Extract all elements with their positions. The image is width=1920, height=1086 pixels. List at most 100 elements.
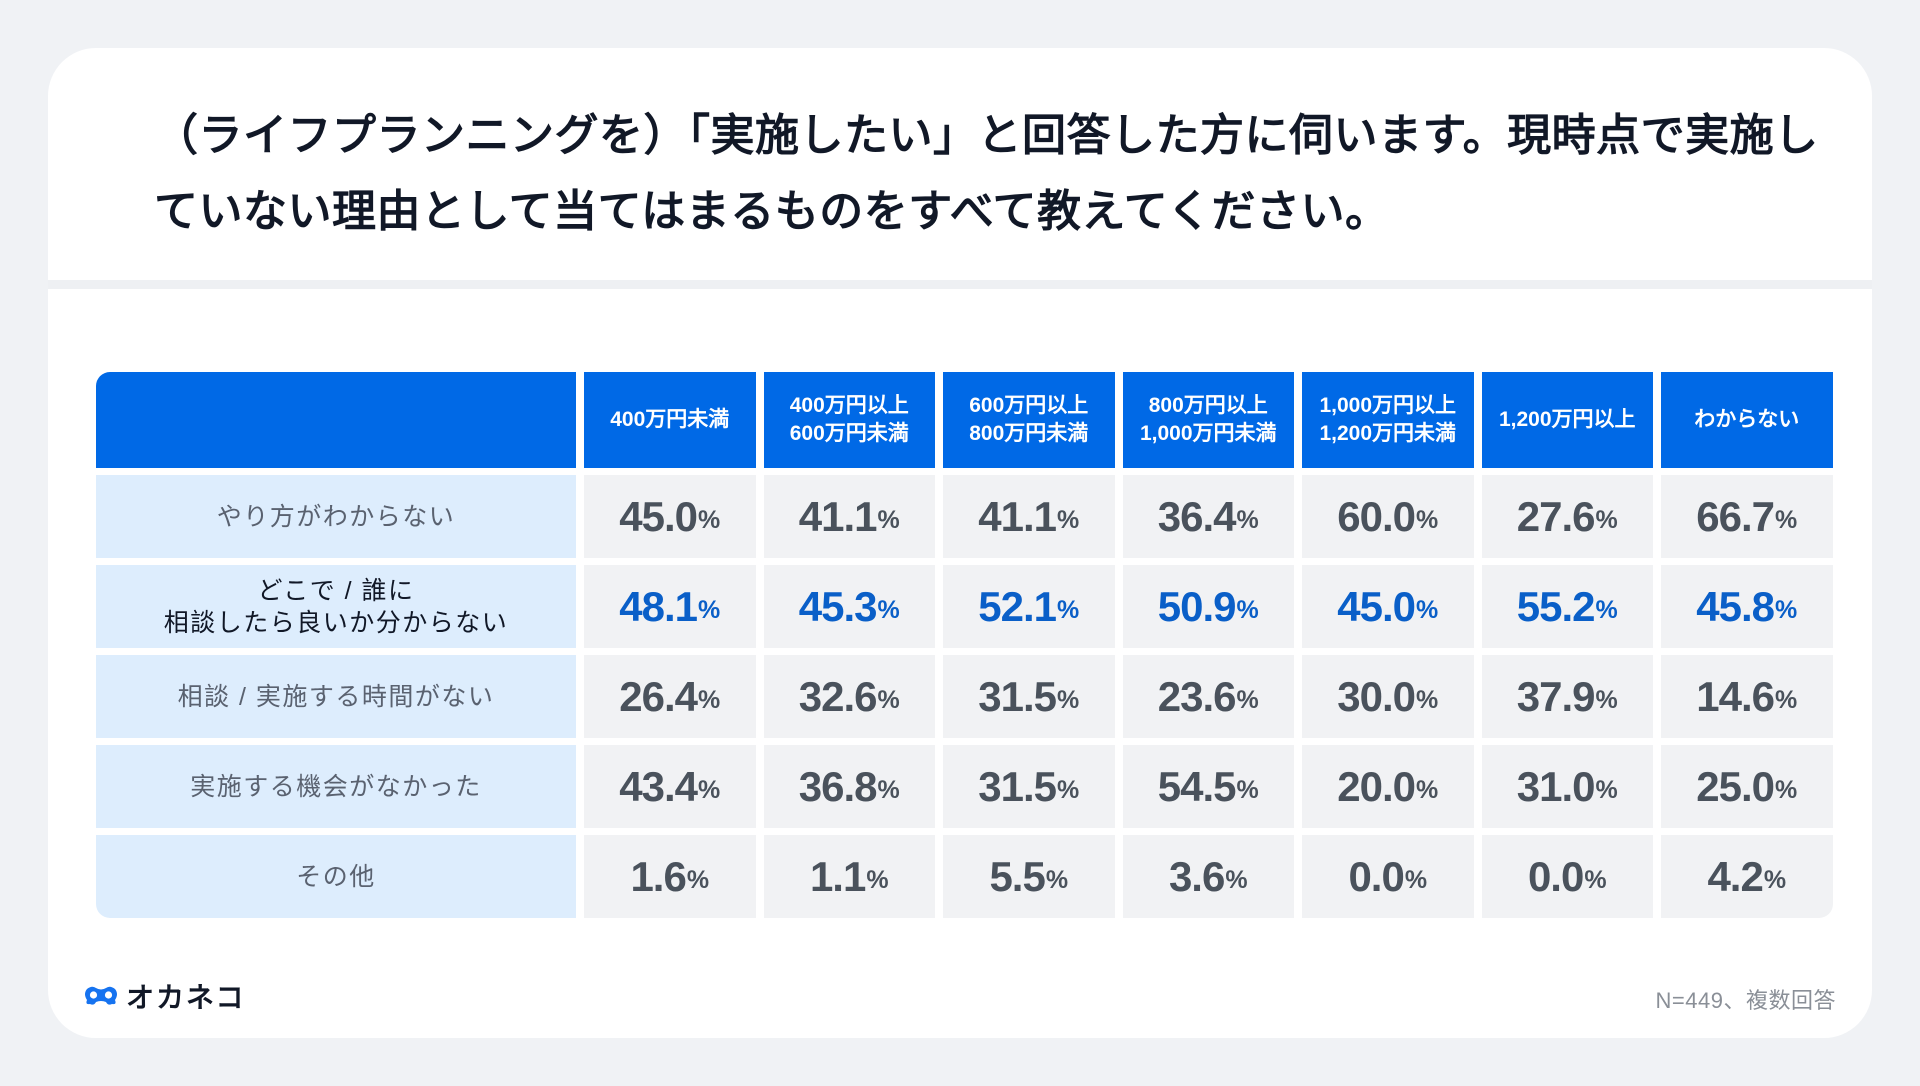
divider (48, 280, 1872, 289)
percent-unit: % (1584, 866, 1607, 894)
value-cell: 1.6% (584, 835, 756, 918)
value-cell: 37.9% (1481, 655, 1653, 738)
percentage-value: 60.0 (1337, 492, 1416, 540)
value-cell: 23.6% (1122, 655, 1294, 738)
percentage-value: 27.6 (1516, 492, 1596, 540)
percentage-value: 0.0 (1527, 852, 1584, 900)
percent-unit: % (1057, 506, 1080, 534)
percent-unit: % (877, 776, 900, 804)
percentage-value: 45.0 (619, 492, 698, 540)
percent-unit: % (1416, 686, 1439, 714)
title-area: （ライフプランニングを）「実施したい」と回答した方に伺います。現時点で実施してい… (48, 48, 1872, 280)
percentage-value: 20.0 (1337, 762, 1416, 810)
percentage-value: 1.6 (630, 852, 686, 900)
value-cell: 41.1% (943, 475, 1115, 558)
value-cell: 36.8% (763, 745, 935, 828)
column-header: 400万円未満 (584, 372, 756, 468)
percentage-value: 31.5 (978, 762, 1057, 810)
survey-card: （ライフプランニングを）「実施したい」と回答した方に伺います。現時点で実施してい… (48, 48, 1872, 1038)
percent-unit: % (877, 596, 900, 624)
percentage-value: 45.8 (1696, 582, 1775, 630)
value-cell: 0.0% (1481, 835, 1653, 918)
percent-unit: % (698, 776, 721, 804)
percent-unit: % (1045, 866, 1069, 894)
percentage-value: 3.6 (1168, 852, 1225, 900)
percentage-value: 31.5 (978, 672, 1057, 720)
value-cell: 27.6% (1481, 475, 1653, 558)
value-cell: 48.1% (584, 565, 756, 648)
percentage-value: 55.2 (1516, 582, 1596, 630)
percentage-value: 26.4 (619, 672, 698, 720)
percent-unit: % (877, 506, 900, 534)
percent-unit: % (1236, 776, 1259, 804)
value-cell: 31.0% (1481, 745, 1653, 828)
value-cell: 5.5% (943, 835, 1115, 918)
row-label: その他 (96, 835, 576, 918)
value-cell: 0.0% (1302, 835, 1474, 918)
percent-unit: % (1775, 596, 1798, 624)
percentage-value: 41.1 (978, 492, 1057, 540)
percent-unit: % (1595, 506, 1618, 534)
column-header: 1,000万円以上 1,200万円未満 (1302, 372, 1474, 468)
percent-unit: % (698, 596, 721, 624)
percentage-value: 50.9 (1157, 582, 1237, 630)
header-corner (96, 372, 576, 468)
percentage-value: 41.1 (798, 492, 878, 540)
value-cell: 54.5% (1122, 745, 1294, 828)
percent-unit: % (866, 866, 889, 894)
value-cell: 45.0% (1302, 565, 1474, 648)
percentage-value: 25.0 (1696, 762, 1775, 810)
value-cell: 31.5% (943, 655, 1115, 738)
results-table: 400万円未満 400万円以上 600万円未満 600万円以上 800万円未満 … (96, 372, 1833, 918)
column-header: わからない (1661, 372, 1833, 468)
percentage-value: 32.6 (798, 672, 878, 720)
sample-size-note: N=449、複数回答 (1655, 988, 1836, 1013)
percent-unit: % (1775, 686, 1798, 714)
brand-name: オカネコ (126, 982, 246, 1013)
percent-unit: % (698, 506, 721, 534)
percent-unit: % (877, 686, 900, 714)
percentage-value: 52.1 (978, 582, 1057, 630)
column-header: 800万円以上 1,000万円未満 (1122, 372, 1294, 468)
value-cell: 26.4% (584, 655, 756, 738)
value-cell: 52.1% (943, 565, 1115, 648)
row-label: 相談 / 実施する時間がない (96, 655, 576, 738)
percentage-value: 54.5 (1157, 762, 1237, 810)
row-label: やり方がわからない (96, 475, 576, 558)
percentage-value: 1.1 (809, 852, 866, 900)
percent-unit: % (1236, 506, 1259, 534)
percent-unit: % (1057, 776, 1080, 804)
value-cell: 45.0% (584, 475, 756, 558)
percentage-value: 66.7 (1696, 492, 1775, 540)
percent-unit: % (1236, 596, 1259, 624)
value-cell: 30.0% (1302, 655, 1474, 738)
percent-unit: % (1763, 866, 1787, 894)
percentage-value: 36.4 (1157, 492, 1237, 540)
percent-unit: % (686, 866, 710, 894)
value-cell: 1.1% (763, 835, 935, 918)
percentage-value: 45.0 (1337, 582, 1416, 630)
question-title: （ライフプランニングを）「実施したい」と回答した方に伺います。現時点で実施してい… (154, 111, 1819, 236)
percentage-value: 14.6 (1696, 672, 1775, 720)
value-cell: 66.7% (1661, 475, 1833, 558)
column-header: 600万円以上 800万円未満 (943, 372, 1115, 468)
value-cell: 41.1% (763, 475, 935, 558)
percentage-value: 23.6 (1157, 672, 1237, 720)
row-label: 実施する機会がなかった (96, 745, 576, 828)
percent-unit: % (1416, 776, 1439, 804)
percent-unit: % (1057, 596, 1080, 624)
value-cell: 25.0% (1661, 745, 1833, 828)
value-cell: 4.2% (1661, 835, 1833, 918)
percent-unit: % (1775, 776, 1798, 804)
value-cell: 20.0% (1302, 745, 1474, 828)
row-label: どこで / 誰に 相談したら良いか分からない (96, 565, 576, 648)
percentage-value: 5.5 (989, 852, 1045, 900)
percentage-value: 31.0 (1516, 762, 1596, 810)
value-cell: 43.4% (584, 745, 756, 828)
percent-unit: % (1416, 506, 1439, 534)
column-header: 1,200万円以上 (1481, 372, 1653, 468)
value-cell: 32.6% (763, 655, 935, 738)
okaneko-cat-eyes-icon (85, 986, 117, 1005)
value-cell: 45.3% (763, 565, 935, 648)
percentage-value: 48.1 (619, 582, 698, 630)
